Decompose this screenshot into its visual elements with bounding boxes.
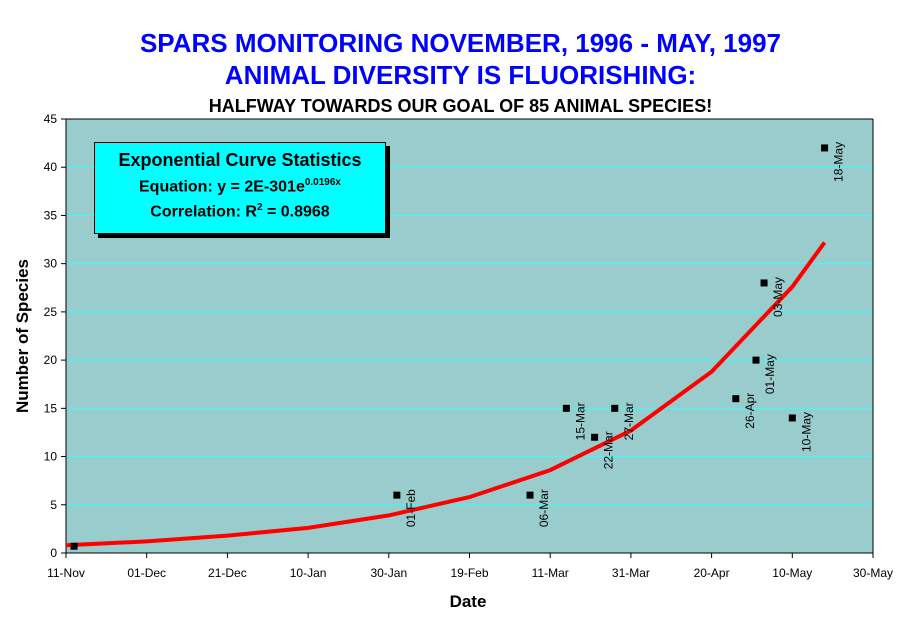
point-label: 10-May bbox=[799, 412, 813, 452]
y-tick-label: 5 bbox=[50, 498, 57, 512]
x-tick-label: 20-Apr bbox=[694, 566, 730, 580]
y-tick-label: 40 bbox=[44, 160, 58, 174]
x-tick-label: 10-Jan bbox=[290, 566, 327, 580]
data-point bbox=[70, 542, 78, 550]
curve-statistics-box: Exponential Curve Statistics Equation: y… bbox=[94, 142, 386, 234]
x-tick-label: 21-Dec bbox=[208, 566, 247, 580]
data-point bbox=[611, 404, 619, 412]
equation-exponent: 0.0196x bbox=[304, 177, 341, 188]
correlation-text: Correlation: R bbox=[150, 203, 257, 221]
data-point bbox=[393, 491, 401, 499]
stats-equation: Equation: y = 2E-301e0.0196x bbox=[95, 177, 385, 196]
correlation-exponent: 2 bbox=[256, 202, 263, 214]
data-point bbox=[788, 414, 796, 422]
axes bbox=[61, 118, 874, 558]
exponential-trendline bbox=[65, 241, 827, 548]
point-label: 15-Mar bbox=[573, 402, 587, 440]
point-label: 22-Mar bbox=[602, 431, 616, 469]
tick-labels: 0 5 10 15 20 25 30 35 40 45 11-Nov 01-Dec 21-Dec 10-J… bbox=[44, 112, 893, 580]
point-label: 27-Mar bbox=[622, 402, 636, 440]
x-tick-label: 11-Mar bbox=[532, 566, 569, 580]
x-tick-label: 10-May bbox=[772, 566, 812, 580]
stats-correlation: Correlation: R2 = 0.8968 bbox=[95, 202, 385, 221]
data-points: 01-Feb 06-Mar 15-Mar 22-Mar 27-Mar 26-Apr 01-M… bbox=[70, 142, 846, 550]
x-tick-label: 31-Mar bbox=[612, 566, 650, 580]
x-tick-label: 19-Feb bbox=[450, 566, 488, 580]
correlation-value: = 0.8968 bbox=[262, 203, 330, 221]
point-label: 03-May bbox=[771, 277, 785, 317]
x-tick-label: 30-Jan bbox=[370, 566, 407, 580]
y-tick-label: 10 bbox=[44, 450, 58, 464]
point-label: 26-Apr bbox=[743, 393, 757, 429]
x-tick-label: 01-Dec bbox=[127, 566, 166, 580]
y-tick-label: 0 bbox=[50, 546, 57, 560]
x-tick-label: 11-Nov bbox=[47, 566, 85, 580]
y-tick-label: 20 bbox=[44, 353, 58, 367]
x-tick-label: 30-May bbox=[853, 566, 893, 580]
y-tick-label: 25 bbox=[44, 305, 58, 319]
equation-text: Equation: y = 2E-301e bbox=[139, 178, 305, 196]
y-tick-label: 45 bbox=[44, 112, 58, 126]
chart-title-line2: ANIMAL DIVERSITY IS FLUORISHING: bbox=[224, 60, 697, 90]
data-point bbox=[821, 144, 829, 152]
data-point bbox=[732, 395, 740, 403]
gridlines bbox=[66, 118, 873, 506]
data-point bbox=[526, 491, 534, 499]
y-tick-label: 35 bbox=[44, 208, 58, 222]
y-tick-label: 30 bbox=[44, 257, 58, 271]
point-label: 06-Mar bbox=[537, 489, 551, 527]
y-axis-title: Number of Species bbox=[13, 259, 32, 413]
point-label: 01-Feb bbox=[404, 489, 418, 527]
point-label: 18-May bbox=[832, 142, 846, 182]
data-point bbox=[591, 433, 599, 441]
stats-heading: Exponential Curve Statistics bbox=[118, 150, 362, 170]
point-label: 01-May bbox=[763, 354, 777, 394]
data-point bbox=[760, 279, 768, 287]
chart-subtitle: HALFWAY TOWARDS OUR GOAL OF 85 ANIMAL SP… bbox=[208, 96, 713, 116]
y-tick-label: 15 bbox=[44, 401, 58, 415]
data-point bbox=[752, 356, 760, 364]
chart-title-line1: SPARS MONITORING NOVEMBER, 1996 - MAY, 1… bbox=[139, 28, 782, 58]
data-point bbox=[562, 404, 570, 412]
x-axis-title: Date bbox=[450, 592, 487, 611]
